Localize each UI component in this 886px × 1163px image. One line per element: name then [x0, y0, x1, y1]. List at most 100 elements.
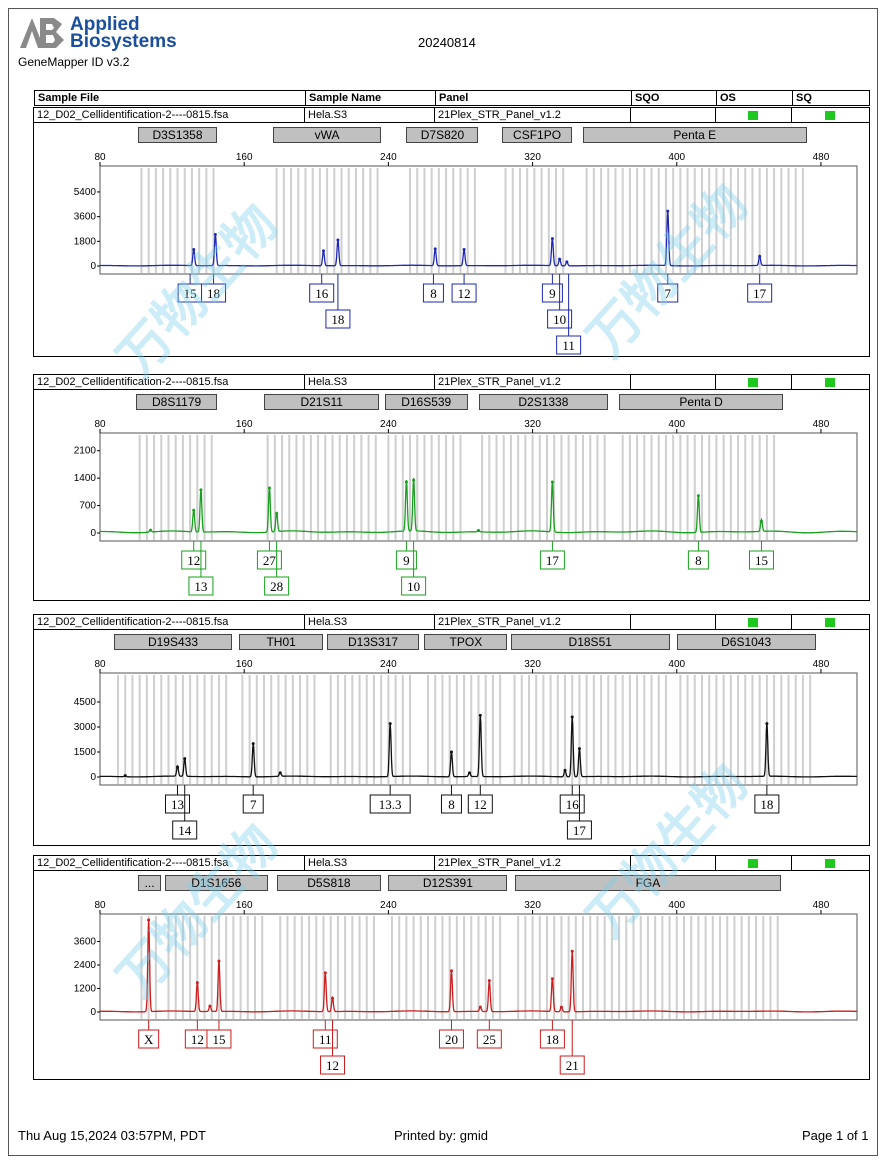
allele-call[interactable]: 12 [467, 785, 493, 814]
marker-vwa[interactable]: vWA [273, 127, 382, 143]
allele-call[interactable]: 12 [451, 274, 477, 303]
sample-file-cell: 12_D02_Cellidentification-2----0815.fsa [37, 857, 229, 869]
signal-trace [100, 477, 857, 534]
allele-call[interactable]: 16 [309, 274, 335, 303]
allele-call[interactable]: 7 [242, 785, 264, 814]
allele-call[interactable]: 8 [687, 541, 709, 570]
marker-d3s1358[interactable]: D3S1358 [137, 127, 218, 143]
allele-call[interactable]: X [138, 1020, 160, 1049]
marker-d6s1043[interactable]: D6S1043 [676, 634, 816, 650]
marker-d16s539[interactable]: D16S539 [384, 394, 468, 410]
logo-line-1: Applied [70, 14, 140, 35]
marker-d8s1179[interactable]: D8S1179 [136, 394, 218, 410]
allele-call[interactable]: 17 [747, 274, 773, 303]
marker-d5s818[interactable]: D5S818 [276, 875, 382, 891]
y-tick-label: 3600 [74, 937, 97, 948]
peak-point [758, 254, 762, 258]
allele-call[interactable]: 18 [325, 274, 351, 329]
allele-call[interactable]: 21 [559, 1020, 585, 1075]
allele-label: 16 [566, 797, 580, 812]
marker-tpox[interactable]: TPOX [424, 634, 508, 650]
sqo-cell [630, 108, 634, 122]
allele-call[interactable]: 9 [395, 541, 417, 570]
allele-call[interactable]: 11 [312, 1020, 338, 1049]
allele-call[interactable]: 27 [256, 541, 282, 570]
col-os: OS [716, 91, 736, 105]
allele-label: 13.3 [379, 797, 402, 812]
peak-point [759, 519, 763, 523]
x-tick-label: 400 [668, 152, 685, 163]
sample-info-row: 12_D02_Cellidentification-2----0815.fsa H… [34, 856, 869, 871]
allele-bins [117, 675, 812, 784]
allele-call[interactable]: 15 [206, 1020, 232, 1049]
allele-call[interactable]: 17 [539, 541, 565, 570]
allele-call[interactable]: 18 [201, 274, 227, 303]
marker-d7s820[interactable]: D7S820 [406, 127, 479, 143]
marker-penta-d[interactable]: Penta D [619, 394, 784, 410]
col-sample-name: Sample Name [305, 91, 381, 105]
electropherogram-plot-red: 80 160 240 320 400 480 0 1200 2400 3600 X 12 15 11 12 2… [74, 900, 858, 1075]
marker-d19s433[interactable]: D19S433 [114, 634, 232, 650]
allele-call[interactable]: 25 [476, 1020, 502, 1049]
allele-bins [140, 168, 804, 273]
allele-call[interactable]: 10 [401, 541, 427, 596]
marker-d18s51[interactable]: D18S51 [510, 634, 670, 650]
allele-call[interactable]: 17 [566, 785, 592, 840]
allele-call[interactable]: 7 [657, 274, 679, 303]
allele-call[interactable]: 14 [172, 785, 198, 840]
marker-d21s11[interactable]: D21S11 [264, 394, 380, 410]
allele-call[interactable]: 8 [422, 274, 444, 303]
allele-call[interactable]: 15 [177, 274, 203, 303]
marker--[interactable]: ... [137, 875, 162, 891]
peak-point [412, 478, 416, 482]
allele-label: 13 [171, 797, 184, 812]
marker-fga[interactable]: FGA [514, 875, 782, 891]
allele-call[interactable]: 10 [547, 274, 573, 329]
allele-call[interactable]: 12 [184, 1020, 210, 1049]
allele-call[interactable]: 9 [541, 274, 563, 303]
peak-point [192, 508, 196, 512]
page-number: Page 1 of 1 [802, 1128, 869, 1143]
allele-label: 21 [566, 1058, 579, 1073]
allele-label: 8 [695, 553, 702, 568]
allele-call[interactable]: 18 [539, 1020, 565, 1049]
allele-call[interactable]: 16 [559, 785, 585, 814]
allele-call[interactable]: 13 [165, 785, 191, 814]
allele-label: 12 [474, 797, 487, 812]
allele-call[interactable]: 20 [438, 1020, 464, 1049]
marker-d13s317[interactable]: D13S317 [327, 634, 419, 650]
allele-label: 15 [184, 286, 197, 301]
allele-call[interactable]: 18 [754, 785, 780, 814]
allele-call[interactable]: 12 [181, 541, 207, 570]
peak-point [192, 248, 196, 252]
y-tick-label: 4500 [74, 697, 97, 708]
allele-call[interactable]: 12 [320, 1020, 346, 1075]
allele-call[interactable]: 15 [748, 541, 774, 570]
plot-frame [99, 913, 858, 1021]
marker-th01[interactable]: TH01 [238, 634, 324, 650]
x-tick-label: 480 [813, 659, 830, 670]
marker-penta-e[interactable]: Penta E [583, 127, 807, 143]
sq-quality-flag [825, 618, 835, 627]
marker-d2s1338[interactable]: D2S1338 [478, 394, 609, 410]
x-tick-label: 320 [524, 419, 541, 430]
marker-d1s1656[interactable]: D1S1656 [164, 875, 268, 891]
allele-bins [138, 435, 776, 540]
allele-call[interactable]: 13 [188, 541, 214, 596]
peak-point [558, 257, 562, 261]
allele-call[interactable]: 8 [440, 785, 462, 814]
x-tick-label: 480 [813, 900, 830, 911]
plot-frame [99, 165, 858, 275]
y-tick-label: 3000 [74, 722, 97, 733]
col-sample-file: Sample File [38, 92, 100, 104]
allele-call[interactable]: 11 [556, 274, 582, 355]
allele-call[interactable]: 13.3 [369, 785, 411, 814]
peak-point [559, 1005, 563, 1009]
electropherogram-panel-red: 12_D02_Cellidentification-2----0815.fsa H… [33, 855, 870, 1080]
peak-point [449, 750, 453, 754]
allele-call[interactable]: 28 [264, 541, 290, 596]
peak-point [462, 248, 466, 252]
peak-point [404, 480, 408, 484]
marker-csf1po[interactable]: CSF1PO [501, 127, 573, 143]
marker-d12s391[interactable]: D12S391 [388, 875, 508, 891]
